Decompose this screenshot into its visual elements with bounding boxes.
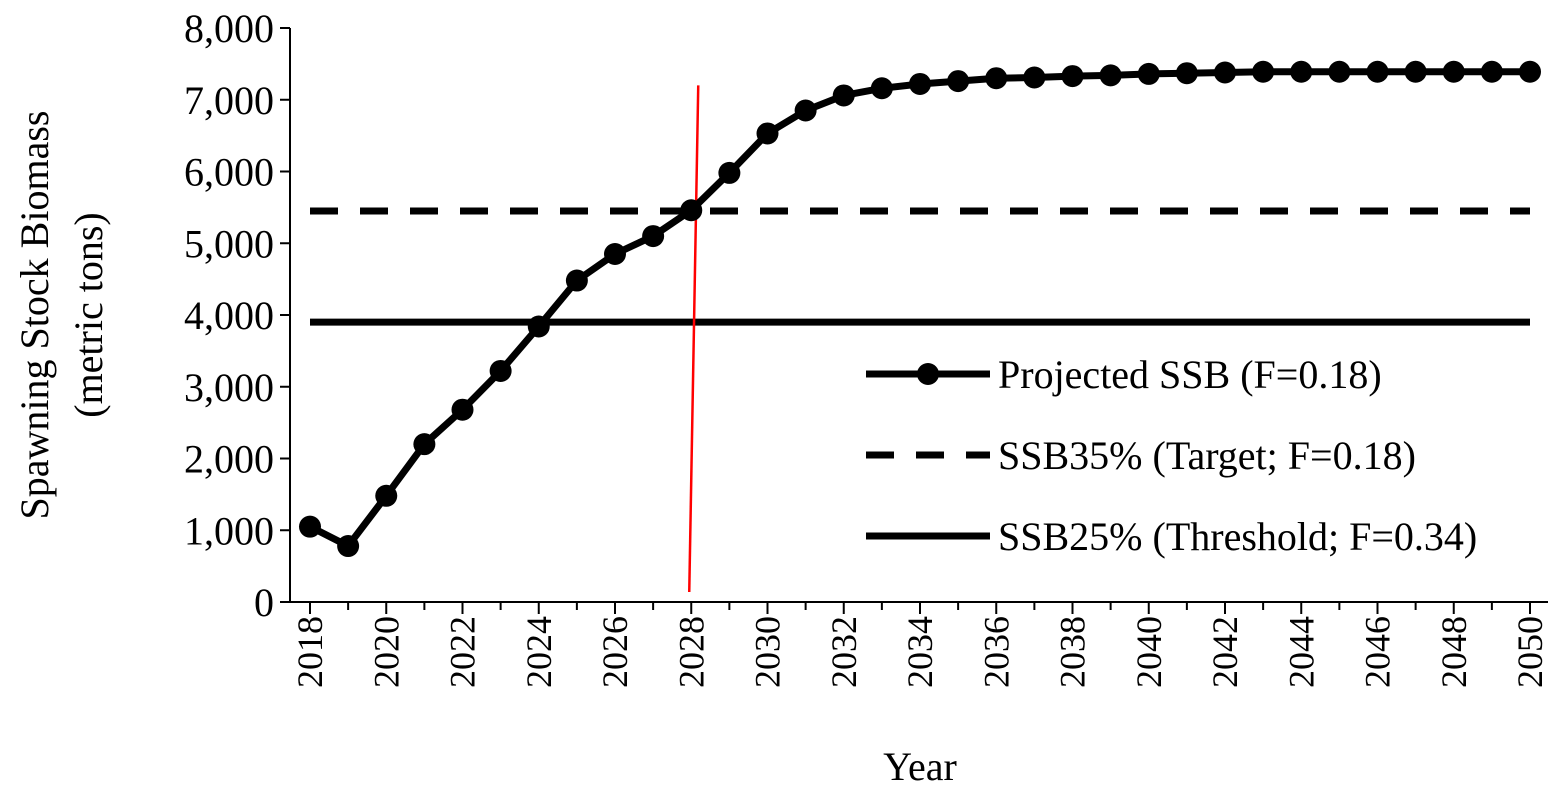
- projected-ssb-point: [1023, 66, 1046, 89]
- projected-ssb-point: [1290, 60, 1313, 83]
- x-tick-label: 2034: [900, 616, 940, 688]
- projected-ssb-point: [489, 359, 512, 382]
- projected-ssb-point: [1061, 65, 1084, 88]
- y-tick-label: 4,000: [184, 293, 274, 338]
- x-tick-label: 2024: [519, 616, 559, 688]
- legend-label-target: SSB35% (Target; F=0.18): [998, 433, 1416, 478]
- x-tick-label: 2040: [1129, 616, 1169, 688]
- projected-ssb-point: [451, 398, 474, 421]
- projected-ssb-point: [565, 269, 588, 292]
- y-tick-label: 0: [254, 580, 274, 625]
- x-tick-label: 2046: [1358, 616, 1398, 688]
- projected-ssb-point: [756, 122, 779, 145]
- projected-ssb-point: [1519, 60, 1541, 83]
- projected-ssb-point: [299, 515, 321, 538]
- projected-ssb-point: [413, 433, 436, 456]
- legend-item-target: SSB35% (Target; F=0.18): [866, 433, 1416, 478]
- x-axis-ticks: 2018 2020 2022 2024 2026 2028 2030 2032 2034 2036…: [290, 602, 1550, 688]
- x-tick-label: 2030: [748, 616, 788, 688]
- legend-marker-projected: [917, 363, 939, 385]
- projected-ssb-points: [299, 60, 1541, 558]
- x-tick-label: 2044: [1281, 616, 1321, 688]
- projected-ssb-point: [1175, 62, 1198, 85]
- x-axis-title: Year: [883, 744, 957, 787]
- projected-ssb-point: [1099, 64, 1122, 87]
- projected-ssb-point: [604, 243, 626, 266]
- projected-ssb-point: [1480, 60, 1503, 83]
- y-axis-ticks: 0 1,000 2,000 3,000 4,000 5,000 6,000 7,000 8,00…: [184, 6, 290, 625]
- y-tick-label: 2,000: [184, 437, 274, 482]
- projected-ssb-point: [1442, 60, 1465, 83]
- y-tick-label: 7,000: [184, 78, 274, 123]
- projected-ssb-point: [718, 161, 741, 184]
- y-tick-label: 5,000: [184, 221, 274, 266]
- x-tick-label: 2022: [443, 616, 483, 688]
- projected-ssb-point: [680, 199, 703, 222]
- projected-ssb-point: [1328, 60, 1351, 83]
- y-tick-label: 1,000: [184, 508, 274, 553]
- x-tick-label: 2038: [1053, 616, 1093, 688]
- projected-ssb-point: [642, 225, 665, 248]
- projected-ssb-point: [337, 535, 360, 558]
- projected-ssb-point: [870, 77, 893, 100]
- legend-item-projected: Projected SSB (F=0.18): [866, 352, 1382, 397]
- x-tick-label: 2018: [290, 616, 330, 688]
- legend-item-threshold: SSB25% (Threshold; F=0.34): [866, 514, 1477, 559]
- projected-ssb-point: [1252, 60, 1275, 83]
- projected-ssb-point: [909, 72, 931, 95]
- x-tick-label: 2050: [1510, 616, 1550, 688]
- projected-ssb-point: [985, 67, 1008, 90]
- projected-ssb-point: [1404, 60, 1427, 83]
- x-tick-label: 2028: [671, 616, 711, 688]
- x-tick-label: 2042: [1205, 616, 1245, 688]
- projected-ssb-point: [947, 70, 970, 93]
- y-axis-title-line2: (metric tons): [66, 212, 111, 418]
- projected-ssb-point: [375, 484, 398, 507]
- projected-ssb-point: [832, 84, 855, 107]
- y-tick-label: 3,000: [184, 365, 274, 410]
- x-tick-label: 2032: [824, 616, 864, 688]
- x-tick-label: 2026: [595, 616, 635, 688]
- red-vertical-marker-line: [688, 85, 700, 593]
- legend: Projected SSB (F=0.18) SSB35% (Target; F…: [866, 352, 1477, 559]
- projected-ssb-point: [527, 315, 550, 338]
- projected-ssb-point: [1214, 61, 1236, 84]
- x-tick-label: 2020: [366, 616, 406, 688]
- y-axis-title-line1: Spawning Stock Biomass: [12, 111, 57, 520]
- y-tick-label: 6,000: [184, 150, 274, 195]
- legend-label-threshold: SSB25% (Threshold; F=0.34): [998, 514, 1477, 559]
- projected-ssb-point: [1366, 60, 1389, 83]
- x-tick-label: 2048: [1434, 616, 1474, 688]
- y-tick-label: 8,000: [184, 6, 274, 51]
- projected-ssb-point: [794, 99, 817, 122]
- projected-ssb-point: [1137, 62, 1160, 85]
- x-tick-label: 2036: [976, 616, 1016, 688]
- legend-label-projected: Projected SSB (F=0.18): [998, 352, 1382, 397]
